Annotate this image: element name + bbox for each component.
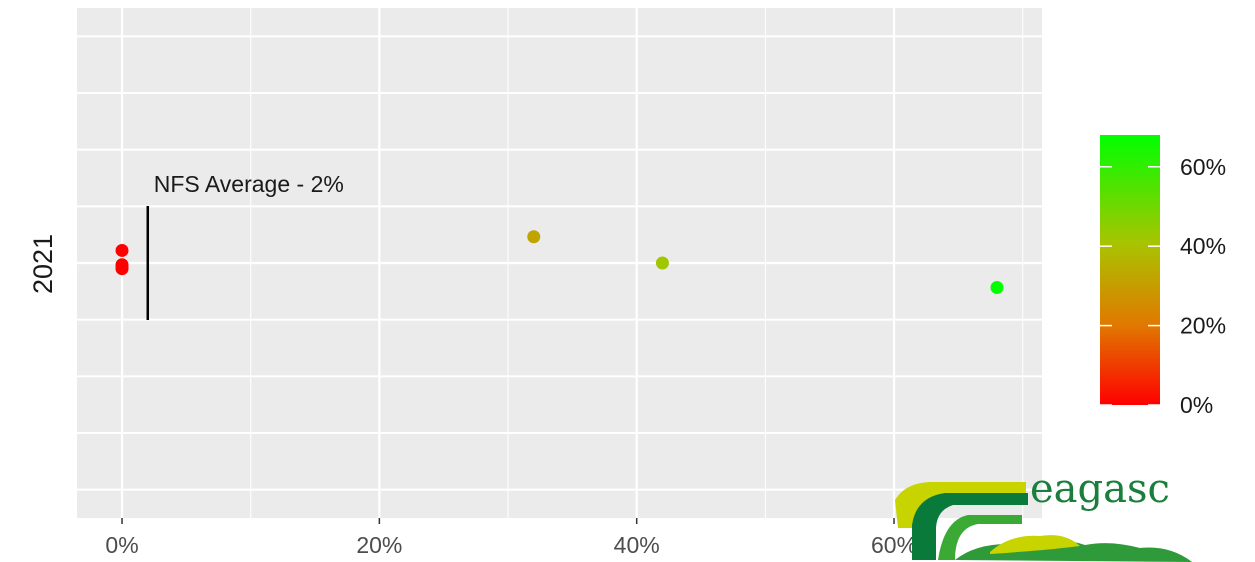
reference-line-label: NFS Average - 2% [154, 171, 344, 197]
colorbar-label-1: 20% [1180, 313, 1226, 339]
logo-swoosh-dark [912, 493, 1028, 560]
data-point-5 [655, 256, 669, 270]
data-points [115, 230, 1004, 295]
y-category-label: 2021 [28, 234, 58, 294]
x-axis-labels: 0% 20% 40% 60% [105, 532, 917, 558]
data-point-6 [990, 281, 1004, 295]
data-point-3 [115, 262, 129, 276]
data-point-4 [527, 230, 541, 244]
teagasc-logo: eagasc [895, 466, 1192, 562]
data-point-0 [115, 243, 129, 257]
logo-swoosh-mid [938, 515, 1022, 560]
logo-hill-light [990, 535, 1080, 554]
colorbar-label-2: 40% [1180, 233, 1226, 259]
colorbar [1100, 135, 1160, 405]
x-tick-label-3: 60% [871, 532, 917, 558]
colorbar-ticks: 0% 20% 40% 60% [1100, 154, 1226, 418]
x-tick-label-1: 20% [356, 532, 402, 558]
x-tick-label-0: 0% [105, 532, 138, 558]
logo-text: eagasc [1030, 466, 1170, 512]
x-tick-label-2: 40% [614, 532, 660, 558]
colorbar-label-3: 60% [1180, 154, 1226, 180]
x-axis-ticks [121, 518, 895, 524]
grid [77, 8, 1042, 518]
colorbar-label-0: 0% [1180, 392, 1213, 418]
